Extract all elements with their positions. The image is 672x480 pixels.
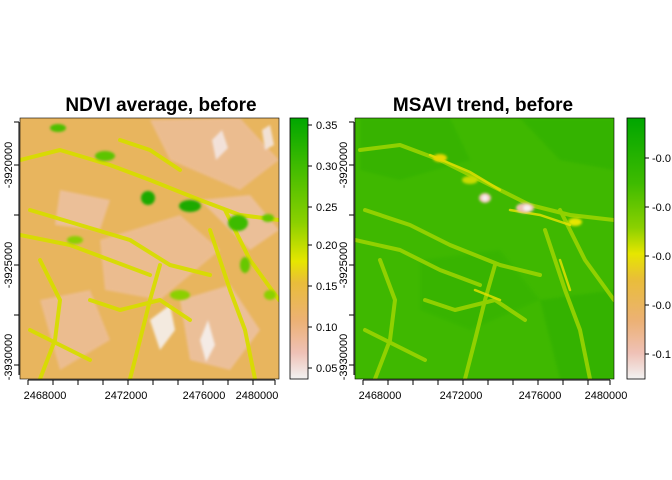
ndvi-legend-tick: 0.35 xyxy=(316,120,337,132)
ndvi-title: NDVI average, before xyxy=(65,95,256,116)
msavi-x-tick: 2472000 xyxy=(440,390,483,402)
msavi-x-tick: 2468000 xyxy=(359,390,402,402)
msavi-x-tick: 2476000 xyxy=(519,390,562,402)
ndvi-x-tick: 2472000 xyxy=(105,390,148,402)
ndvi-x-tick: 2476000 xyxy=(183,390,226,402)
ndvi-x-tick: 2480000 xyxy=(236,390,279,402)
msavi-y-tick: -3920000 xyxy=(338,142,350,189)
msavi-legend: -0.0 -0.0 -0.0 -0.0 -0.1 xyxy=(626,117,671,380)
ndvi-legend: 0.35 0.30 0.25 0.20 0.15 0.10 0.05 xyxy=(289,117,337,380)
msavi-y-tick: -3930000 xyxy=(338,334,350,381)
ndvi-panel: NDVI average, before xyxy=(3,95,337,402)
msavi-raster xyxy=(355,118,614,379)
ndvi-colorbar xyxy=(289,117,309,380)
msavi-colorbar xyxy=(626,117,646,380)
msavi-frame xyxy=(354,117,615,380)
ndvi-x-axis: 2468000 2472000 2476000 2480000 xyxy=(24,379,279,402)
msavi-legend-tick: -0.0 xyxy=(652,202,671,214)
ndvi-frame xyxy=(19,117,280,380)
msavi-legend-tick: -0.1 xyxy=(652,349,671,361)
msavi-x-axis: 2468000 2472000 2476000 2480000 xyxy=(359,379,628,402)
ndvi-raster xyxy=(20,118,279,379)
msavi-y-axis: -3920000 -3925000 -3930000 xyxy=(338,121,355,381)
ndvi-legend-tick: 0.20 xyxy=(316,240,337,252)
msavi-title: MSAVI trend, before xyxy=(393,95,573,116)
ndvi-legend-tick: 0.10 xyxy=(316,322,337,334)
ndvi-legend-tick: 0.25 xyxy=(316,202,337,214)
msavi-legend-tick: -0.0 xyxy=(652,300,671,312)
ndvi-y-tick: -3930000 xyxy=(3,334,15,381)
ndvi-legend-tick: 0.30 xyxy=(316,161,337,173)
msavi-legend-tick: -0.0 xyxy=(652,251,671,263)
msavi-legend-tick: -0.0 xyxy=(652,153,671,165)
msavi-y-tick: -3925000 xyxy=(338,242,350,289)
msavi-x-tick: 2480000 xyxy=(585,390,628,402)
ndvi-y-tick: -3920000 xyxy=(3,142,15,189)
ndvi-y-tick: -3925000 xyxy=(3,242,15,289)
ndvi-y-axis: -3920000 -3925000 -3930000 xyxy=(3,121,20,381)
ndvi-x-tick: 2468000 xyxy=(24,390,67,402)
msavi-panel: MSAVI trend, before xyxy=(338,95,671,402)
ndvi-legend-tick: 0.05 xyxy=(316,363,337,375)
ndvi-legend-tick: 0.15 xyxy=(316,281,337,293)
